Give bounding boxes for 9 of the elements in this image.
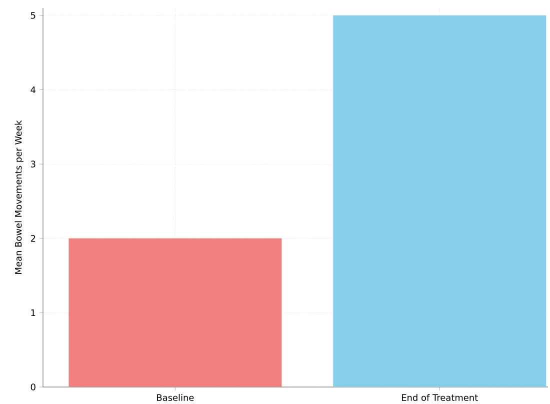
x-tick-label: Baseline bbox=[157, 394, 194, 401]
x-tick-label: End of Treatment bbox=[402, 394, 478, 401]
y-tick-label: 2 bbox=[30, 235, 36, 242]
y-tick-label: 3 bbox=[30, 160, 36, 168]
y-tick-label: 4 bbox=[30, 86, 36, 94]
y-tick-label: 1 bbox=[31, 309, 36, 316]
y-tick-label: 0 bbox=[30, 384, 36, 390]
y-axis-title: Mean Bowel Movements per Week bbox=[14, 120, 24, 274]
y-tick-label: 5 bbox=[30, 12, 36, 19]
